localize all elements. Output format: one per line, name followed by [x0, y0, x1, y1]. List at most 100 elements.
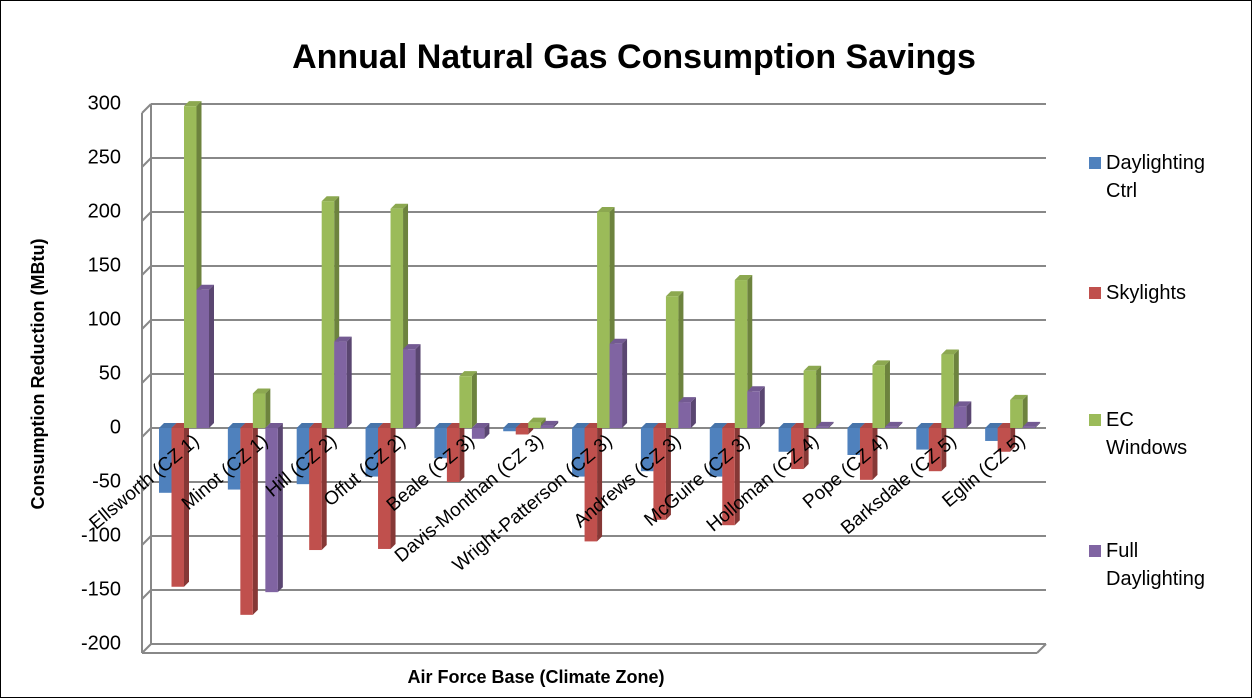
- bar: [403, 349, 416, 428]
- bar: [296, 428, 310, 485]
- bar-side: [252, 423, 258, 615]
- bar-top: [941, 349, 959, 355]
- grid-depth: [141, 427, 152, 438]
- bar-top: [803, 365, 822, 371]
- bar: [859, 428, 873, 480]
- bar: [597, 212, 610, 428]
- bar-side: [277, 423, 283, 593]
- grid-depth: [141, 265, 152, 276]
- bar: [791, 428, 804, 470]
- bar-top: [503, 423, 521, 428]
- bar: [503, 428, 516, 432]
- bar-side: [966, 401, 972, 428]
- bar: [540, 425, 554, 428]
- bar: [722, 428, 735, 526]
- bar-side: [471, 371, 477, 428]
- legend-swatch: [1089, 545, 1101, 557]
- bar: [816, 426, 829, 428]
- bar-side: [415, 344, 421, 428]
- bar: [184, 106, 197, 428]
- y-tick-label: 100: [88, 308, 121, 330]
- bar-side: [1022, 394, 1028, 428]
- bar-top: [252, 388, 271, 394]
- bar-side: [622, 338, 628, 428]
- bar-top: [916, 423, 934, 428]
- bar-top: [709, 423, 728, 428]
- bar-side: [390, 423, 396, 549]
- bar: [321, 201, 335, 428]
- bar-side: [597, 423, 603, 542]
- bar: [640, 428, 654, 472]
- bar-top: [365, 423, 384, 428]
- bar: [584, 428, 598, 542]
- bar: [159, 428, 172, 493]
- bar: [778, 428, 792, 452]
- bar: [265, 428, 278, 593]
- bar-top: [159, 423, 177, 428]
- bar-side: [872, 423, 878, 480]
- legend-swatch: [1089, 287, 1101, 299]
- bar-top: [403, 344, 421, 350]
- bar-side: [459, 423, 465, 482]
- bar: [471, 428, 485, 439]
- bar: [528, 422, 541, 428]
- bar: [365, 428, 379, 477]
- bar-side: [690, 397, 696, 428]
- bar-side: [816, 365, 822, 428]
- bar: [309, 428, 322, 551]
- grid-depth: [141, 211, 152, 222]
- grid-depth: [141, 643, 152, 654]
- legend-item: Full Daylighting: [1089, 537, 1239, 593]
- bar: [252, 393, 266, 428]
- bar: [227, 428, 241, 490]
- grid-depth: [141, 157, 152, 168]
- bar-top: [227, 423, 246, 428]
- legend-label: Full Daylighting: [1106, 540, 1205, 590]
- bar: [916, 428, 929, 450]
- bar: [734, 280, 748, 428]
- bar-top: [734, 275, 753, 281]
- bar-side: [553, 420, 559, 428]
- bar-side: [184, 423, 189, 587]
- bar-top: [321, 196, 340, 202]
- x-axis-title: Air Force Base (Climate Zone): [407, 667, 664, 687]
- bar: [334, 341, 347, 428]
- bar-top: [265, 423, 283, 428]
- legend-item: Skylights: [1089, 279, 1239, 307]
- bar-top: [847, 423, 865, 428]
- bar: [390, 208, 404, 428]
- grid-depth: [141, 319, 152, 330]
- y-tick-label: -100: [81, 524, 121, 546]
- bar: [572, 428, 585, 477]
- bar-top: [296, 423, 315, 428]
- y-tick-label: -50: [92, 470, 121, 492]
- bar: [997, 428, 1011, 452]
- bar-top: [678, 397, 696, 403]
- bar-top: [640, 423, 659, 428]
- bar-top: [184, 101, 202, 107]
- bar: [803, 370, 817, 428]
- y-tick-label: -200: [81, 632, 121, 654]
- bar: [665, 296, 679, 428]
- bar-top: [390, 203, 409, 209]
- chart-title: Annual Natural Gas Consumption Savings: [292, 38, 976, 76]
- bar-side: [1010, 423, 1016, 452]
- bar-top: [778, 423, 797, 428]
- bar: [709, 428, 723, 477]
- bar: [196, 289, 209, 428]
- bar: [953, 406, 967, 428]
- y-tick-label: 150: [88, 254, 121, 276]
- bar-side: [678, 291, 684, 428]
- bar-top: [816, 421, 834, 427]
- bar-top: [540, 420, 559, 426]
- bar-top: [665, 291, 684, 297]
- legend-swatch: [1089, 157, 1101, 169]
- bar: [1010, 399, 1023, 428]
- y-tick-label: 0: [110, 416, 121, 438]
- legend-item: EC Windows: [1089, 406, 1239, 462]
- bar: [459, 376, 472, 428]
- legend-label: EC Windows: [1106, 409, 1188, 459]
- bar: [240, 428, 253, 615]
